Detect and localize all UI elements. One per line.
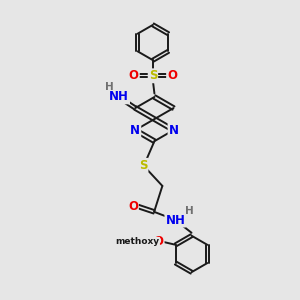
Text: N: N <box>130 124 140 136</box>
Text: O: O <box>128 200 138 213</box>
Text: S: S <box>139 159 148 172</box>
Text: NH: NH <box>109 90 129 104</box>
Text: O: O <box>129 69 139 82</box>
Text: H: H <box>185 206 194 216</box>
Text: N: N <box>169 124 178 136</box>
Text: O: O <box>154 236 164 248</box>
Text: S: S <box>149 69 157 82</box>
Text: NH: NH <box>165 214 185 226</box>
Text: O: O <box>167 69 177 82</box>
Text: methoxy: methoxy <box>116 237 160 246</box>
Text: H: H <box>105 82 114 92</box>
